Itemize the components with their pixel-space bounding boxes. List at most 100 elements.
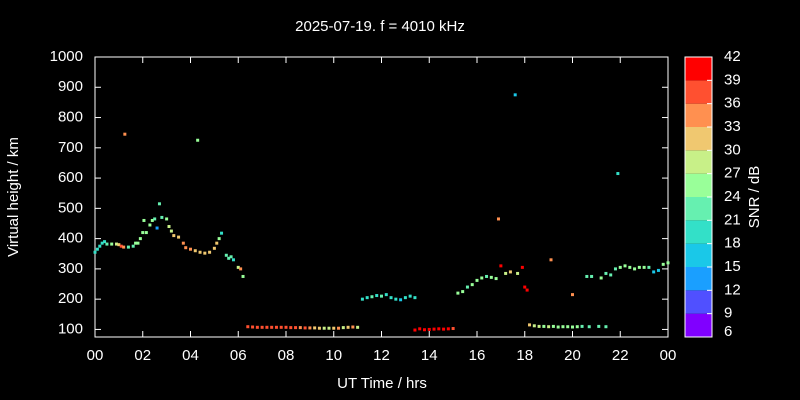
data-point bbox=[265, 325, 269, 329]
colorbar-tick-label: 30 bbox=[724, 141, 741, 158]
data-point bbox=[375, 294, 379, 298]
data-point bbox=[93, 250, 97, 254]
data-point bbox=[155, 226, 159, 230]
y-tick-label: 800 bbox=[58, 109, 83, 126]
data-point bbox=[485, 274, 489, 278]
data-point bbox=[150, 218, 154, 222]
x-tick-label: 00 bbox=[87, 347, 104, 364]
data-point bbox=[284, 325, 288, 329]
data-point bbox=[571, 293, 574, 297]
data-point bbox=[142, 218, 146, 222]
data-point bbox=[516, 271, 520, 275]
data-point bbox=[110, 242, 114, 246]
data-point bbox=[208, 250, 212, 254]
data-point bbox=[136, 241, 140, 245]
x-tick-label: 12 bbox=[373, 347, 390, 364]
colorbar-tick-label: 33 bbox=[724, 118, 741, 135]
data-point bbox=[604, 271, 608, 275]
data-point bbox=[198, 250, 202, 254]
data-point bbox=[167, 225, 171, 229]
data-point bbox=[196, 138, 200, 142]
colorbar-band bbox=[685, 103, 712, 127]
data-point bbox=[446, 327, 450, 331]
data-point bbox=[399, 298, 403, 302]
y-axis-title: Virtual height / km bbox=[5, 137, 22, 257]
data-point bbox=[341, 326, 345, 330]
data-point bbox=[549, 258, 553, 262]
data-point bbox=[623, 264, 627, 268]
data-point bbox=[656, 268, 660, 272]
data-point bbox=[475, 278, 479, 282]
y-tick-label: 300 bbox=[58, 260, 83, 277]
x-tick-label: 08 bbox=[278, 347, 295, 364]
data-point bbox=[270, 325, 274, 329]
data-point bbox=[633, 267, 637, 271]
x-tick-label: 22 bbox=[612, 347, 629, 364]
y-tick-label: 1000 bbox=[50, 48, 83, 65]
data-point bbox=[215, 241, 219, 245]
colorbar-tick-label: 24 bbox=[724, 188, 741, 205]
x-tick-label: 10 bbox=[325, 347, 342, 364]
data-point bbox=[585, 274, 589, 278]
data-point bbox=[525, 288, 529, 292]
data-point bbox=[489, 275, 493, 279]
data-point bbox=[117, 243, 121, 247]
data-point bbox=[389, 296, 393, 300]
colorbar-tick-label: 12 bbox=[724, 281, 741, 298]
data-point bbox=[229, 255, 233, 259]
data-point bbox=[239, 267, 243, 271]
data-point bbox=[566, 325, 570, 329]
colorbar-band bbox=[685, 127, 712, 151]
data-point bbox=[628, 265, 632, 269]
data-point bbox=[157, 202, 161, 206]
y-tick-label: 400 bbox=[58, 230, 83, 247]
y-tick-label: 200 bbox=[58, 290, 83, 307]
data-point bbox=[260, 325, 264, 329]
data-point bbox=[587, 325, 591, 329]
data-point bbox=[236, 265, 240, 269]
y-tick-label: 900 bbox=[58, 78, 83, 95]
data-point bbox=[470, 283, 474, 287]
y-tick-label: 600 bbox=[58, 169, 83, 186]
x-axis-title: UT Time / hrs bbox=[337, 375, 427, 392]
data-point bbox=[246, 325, 250, 329]
data-point bbox=[451, 327, 455, 331]
data-point bbox=[528, 323, 532, 327]
data-point bbox=[231, 258, 235, 262]
data-point bbox=[144, 231, 148, 235]
data-point bbox=[384, 293, 388, 297]
data-point bbox=[520, 265, 524, 269]
data-point bbox=[652, 270, 656, 274]
data-point bbox=[599, 276, 603, 280]
y-tick-label: 100 bbox=[58, 320, 83, 337]
data-point bbox=[119, 244, 123, 248]
colorbar-band bbox=[685, 150, 712, 174]
data-point bbox=[298, 326, 302, 330]
data-point bbox=[303, 326, 307, 330]
data-point bbox=[609, 273, 613, 277]
data-point bbox=[165, 217, 169, 221]
data-point bbox=[413, 328, 417, 332]
data-point bbox=[337, 326, 341, 330]
colorbar-band bbox=[685, 313, 712, 337]
y-tick-label: 500 bbox=[58, 199, 83, 216]
data-point bbox=[513, 93, 517, 97]
data-point bbox=[661, 262, 665, 266]
data-point bbox=[542, 324, 546, 328]
data-point bbox=[547, 325, 551, 329]
colorbar-band bbox=[685, 80, 712, 104]
data-point bbox=[418, 327, 422, 331]
x-tick-label: 00 bbox=[660, 347, 677, 364]
data-point bbox=[122, 245, 126, 249]
data-point bbox=[322, 326, 326, 330]
data-point bbox=[556, 325, 560, 329]
colorbar-band bbox=[685, 243, 712, 267]
data-point bbox=[613, 267, 617, 271]
x-tick-label: 20 bbox=[564, 347, 581, 364]
colorbar-tick-label: 6 bbox=[724, 323, 732, 340]
colorbar-band bbox=[685, 267, 712, 291]
data-point bbox=[224, 253, 228, 257]
data-point bbox=[356, 325, 360, 329]
